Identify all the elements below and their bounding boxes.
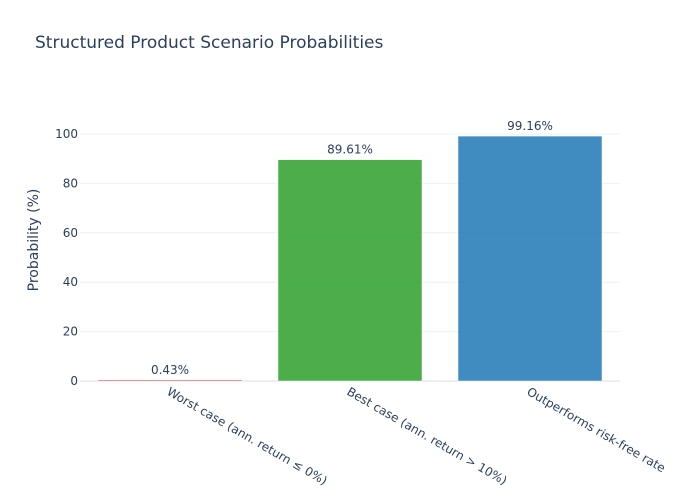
data-labels: 0.43% 89.61% 99.16% — [151, 119, 553, 377]
y-axis-ticks: 0 20 40 60 80 100 — [55, 127, 78, 388]
bar-1[interactable] — [97, 379, 243, 382]
bars — [97, 135, 603, 382]
x-tick-label-3: Outperforms risk-free rate — [525, 384, 668, 475]
x-tick-label-2: Best case (ann. return > 10%) — [345, 384, 510, 487]
y-tick-label: 40 — [63, 275, 78, 289]
data-label-3: 99.16% — [507, 119, 553, 133]
y-axis-title: Probability (%) — [26, 189, 42, 292]
y-tick-label: 0 — [70, 374, 78, 388]
y-tick-label: 20 — [63, 325, 78, 339]
y-tick-label: 80 — [63, 176, 78, 190]
y-tick-label: 100 — [55, 127, 78, 141]
y-tick-label: 60 — [63, 226, 78, 240]
data-label-1: 0.43% — [151, 363, 189, 377]
chart-title: Structured Product Scenario Probabilitie… — [35, 33, 384, 53]
data-label-2: 89.61% — [327, 143, 373, 157]
x-axis-ticks: Worst case (ann. return ≤ 0%) Best case (… — [165, 384, 668, 487]
bar-3[interactable] — [457, 135, 603, 382]
bar-2[interactable] — [277, 159, 423, 382]
x-tick-label-1: Worst case (ann. return ≤ 0%) — [165, 384, 330, 487]
